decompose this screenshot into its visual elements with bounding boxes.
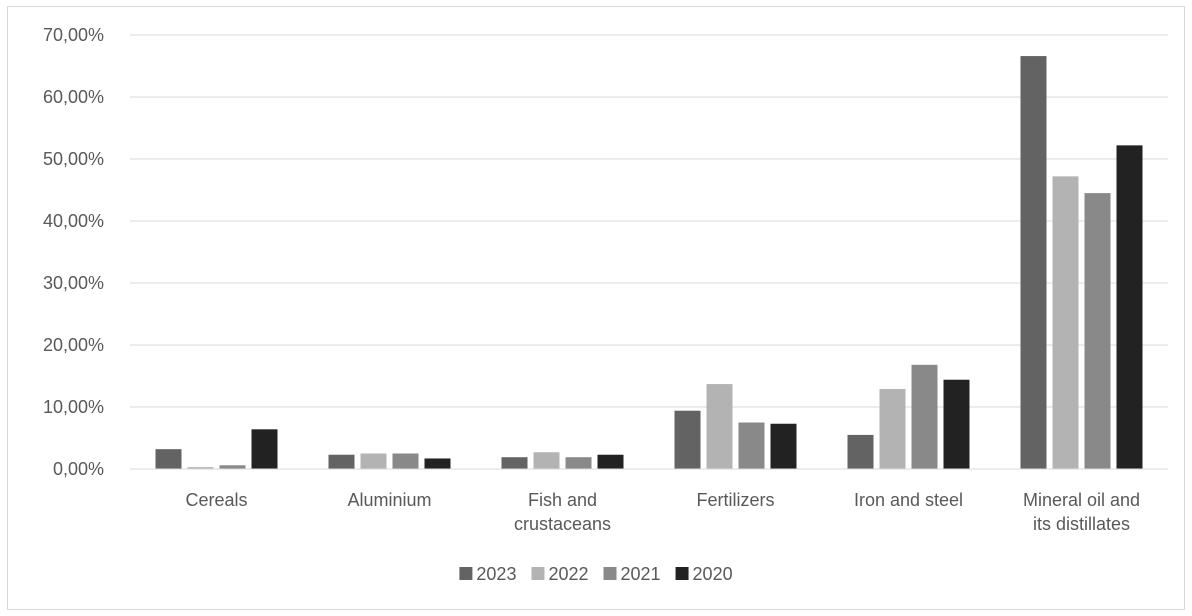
bar-2022 bbox=[1052, 176, 1079, 470]
bar-2020 bbox=[251, 429, 278, 469]
category-label: Iron and steel bbox=[854, 490, 963, 510]
bar-2021 bbox=[219, 465, 246, 469]
bar-2022 bbox=[879, 389, 906, 469]
bar-2023 bbox=[328, 454, 355, 469]
category-label-line: Mineral oil and bbox=[1023, 490, 1140, 510]
y-tick-label: 30,00% bbox=[43, 273, 104, 293]
bar-2023 bbox=[1020, 56, 1047, 470]
x-axis-category-labels: Cereals Aluminium Fish and crustaceans Ferti… bbox=[185, 490, 1140, 534]
category-label: Fish and crustaceans bbox=[514, 490, 611, 534]
y-tick-label: 10,00% bbox=[43, 397, 104, 417]
y-tick-label: 0,00% bbox=[53, 459, 104, 479]
bar-2022 bbox=[360, 453, 387, 469]
bar-2023 bbox=[501, 457, 528, 469]
legend-label: 2022 bbox=[548, 564, 588, 584]
bar-2021 bbox=[565, 457, 592, 469]
bar-2020 bbox=[943, 379, 970, 469]
bar-2023 bbox=[155, 449, 182, 469]
legend-swatch bbox=[603, 567, 617, 580]
y-tick-label: 40,00% bbox=[43, 211, 104, 231]
bar-2020 bbox=[424, 458, 451, 469]
bar-2020 bbox=[597, 454, 624, 469]
legend-swatch bbox=[459, 567, 473, 580]
category-label: Aluminium bbox=[347, 490, 431, 510]
category-label-line: Iron and steel bbox=[854, 490, 963, 510]
legend: 2023 2022 2021 2020 bbox=[459, 564, 733, 584]
category-label-line: crustaceans bbox=[514, 514, 611, 534]
bars bbox=[155, 56, 1143, 470]
bar-2020 bbox=[770, 423, 797, 469]
gridlines bbox=[130, 34, 1168, 408]
bar-2020 bbox=[1116, 145, 1143, 470]
category-label: Mineral oil and its distillates bbox=[1023, 490, 1140, 534]
bar-2021 bbox=[1084, 193, 1111, 469]
legend-item-2022: 2022 bbox=[531, 564, 589, 584]
y-tick-label: 60,00% bbox=[43, 87, 104, 107]
y-tick-label: 50,00% bbox=[43, 149, 104, 169]
legend-label: 2021 bbox=[621, 564, 661, 584]
chart-frame bbox=[7, 6, 1185, 610]
bar-2021 bbox=[911, 364, 938, 469]
category-label-line: Fish and bbox=[528, 490, 597, 510]
y-tick-label: 70,00% bbox=[43, 25, 104, 45]
legend-swatch bbox=[675, 567, 689, 580]
bar-2022 bbox=[187, 467, 214, 469]
bar-2021 bbox=[392, 453, 419, 469]
legend-label: 2023 bbox=[476, 564, 516, 584]
bar-2022 bbox=[533, 452, 560, 469]
category-label-line: Fertilizers bbox=[696, 490, 774, 510]
bar-2021 bbox=[738, 422, 765, 469]
y-tick-label: 20,00% bbox=[43, 335, 104, 355]
legend-item-2020: 2020 bbox=[675, 564, 733, 584]
category-label: Cereals bbox=[185, 490, 247, 510]
bar-2023 bbox=[847, 434, 874, 469]
category-label: Fertilizers bbox=[696, 490, 774, 510]
bar-2023 bbox=[674, 410, 701, 469]
category-label-line: Aluminium bbox=[347, 490, 431, 510]
bar-2022 bbox=[706, 384, 733, 469]
y-axis-tick-labels: 0,00% 10,00% 20,00% 30,00% 40,00% 50,00% 60,00… bbox=[43, 25, 104, 479]
legend-item-2023: 2023 bbox=[459, 564, 516, 584]
legend-item-2021: 2021 bbox=[603, 564, 661, 584]
category-label-line: its distillates bbox=[1033, 514, 1130, 534]
legend-label: 2020 bbox=[693, 564, 733, 584]
legend-swatch bbox=[531, 567, 545, 580]
category-label-line: Cereals bbox=[185, 490, 247, 510]
